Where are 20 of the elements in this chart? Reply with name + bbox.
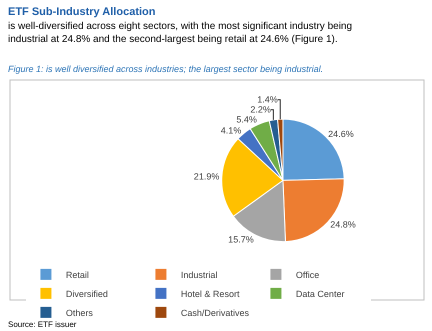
data-label: 5.4% — [236, 114, 257, 125]
legend-label: Diversified — [66, 288, 108, 299]
legend-label: Office — [296, 270, 320, 280]
legend-label: Others — [66, 308, 94, 318]
legend-label: Data Center — [296, 288, 344, 299]
legend-label: Cash/Derivatives — [180, 308, 250, 318]
legend-label: Retail — [66, 270, 89, 280]
legend-label: Industrial — [180, 270, 218, 280]
data-label: 24.8% — [330, 220, 356, 230]
data-label: 21.9% — [194, 172, 220, 182]
legend-label: Hotel & Resort — [180, 288, 240, 299]
data-label: 4.1% — [220, 125, 242, 136]
data-label: 1.4% — [257, 94, 278, 105]
data-label: 2.2% — [250, 104, 271, 115]
chart-subtitle: is well-diversified across eight sectors, with the most significant industry being industrial at 24.8% and the second-largest being retail at 24.6% (Figure 1). — [8, 21, 352, 45]
caption: Figure 1: is well diversified across industries; the largest sector being industrial. — [8, 64, 324, 74]
data-label: 15.7% — [228, 234, 254, 245]
data-label: 24.6% — [328, 128, 354, 139]
source-note: Source: ETF issuer — [8, 320, 77, 329]
chart-title: ETF Sub-Industry Allocation — [8, 6, 156, 18]
